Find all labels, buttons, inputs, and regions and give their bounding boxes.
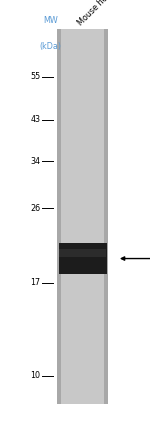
Text: 55: 55 [30, 72, 40, 81]
Text: 10: 10 [30, 371, 40, 380]
Bar [61, 29, 104, 404]
Text: 34: 34 [30, 157, 40, 165]
Bar [57, 29, 108, 404]
Text: (kDa): (kDa) [39, 42, 61, 51]
Text: MW: MW [44, 16, 58, 25]
Text: 43: 43 [30, 115, 40, 124]
Bar [58, 243, 106, 274]
Text: 17: 17 [30, 278, 40, 287]
Text: 26: 26 [30, 204, 40, 213]
Text: Mouse heart: Mouse heart [76, 0, 118, 27]
Bar [57, 29, 61, 404]
Bar [104, 29, 108, 404]
Bar [59, 249, 106, 257]
